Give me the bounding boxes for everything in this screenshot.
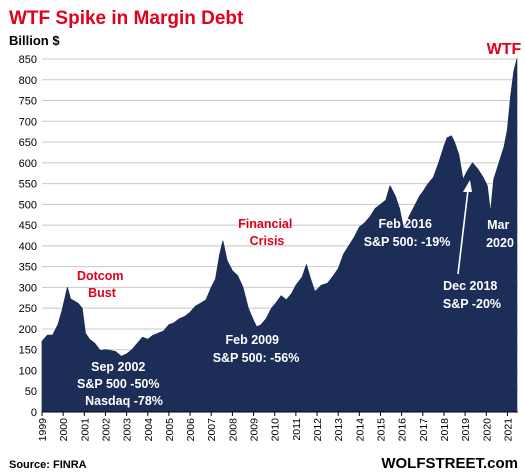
y-tick-label: 700 — [19, 116, 37, 128]
annotation-sep2002-line-3: Nasdaq -78% — [85, 394, 163, 408]
chart-title: WTF Spike in Margin Debt — [9, 8, 244, 29]
annotation-dotcom-line-2: Bust — [88, 286, 117, 300]
annotation-sep2002-line-2: S&P 500 -50% — [77, 377, 159, 391]
y-tick-label: 800 — [19, 75, 37, 87]
x-tick-label: 2014 — [354, 418, 366, 442]
annotation-crisis-line-1: Financial — [238, 217, 292, 231]
x-tick-label: 2016 — [397, 418, 409, 442]
annotation-sep-2002: Sep 2002 S&P 500 -50% Nasdaq -78% — [77, 360, 163, 408]
annotation-feb2016-line-1: Feb 2016 — [379, 217, 433, 231]
x-tick-label: 2018 — [439, 418, 451, 442]
y-tick-label: 100 — [19, 365, 37, 377]
x-tick-label: 2019 — [460, 418, 472, 442]
x-tick-label: 2010 — [270, 418, 282, 442]
annotation-feb2016-line-2: S&P 500: -19% — [364, 235, 451, 249]
x-tick-label: 2004 — [143, 418, 155, 442]
x-tick-label: 2008 — [227, 418, 239, 442]
annotation-dec-2018: Dec 2018 S&P -20% — [443, 279, 501, 311]
annotations: Dotcom Bust Financial Crisis Sep 2002 S&… — [77, 41, 522, 408]
y-axis-ticks: 0 50 100 150 200 250 300 350 400 450 500 550 600 650 7… — [19, 54, 37, 419]
y-tick-label: 0 — [31, 407, 37, 419]
x-tick-label: 2005 — [164, 418, 176, 442]
annotation-dotcom-bust: Dotcom Bust — [77, 269, 127, 300]
brand-label: WOLFSTREET.com — [381, 455, 518, 472]
y-tick-label: 850 — [19, 54, 37, 66]
annotation-arrow-head — [463, 180, 472, 192]
annotation-arrow-line — [457, 189, 469, 275]
y-tick-label: 500 — [19, 199, 37, 211]
annotation-dotcom-line-1: Dotcom — [77, 269, 124, 283]
margin-debt-area — [41, 58, 518, 413]
y-tick-label: 350 — [19, 262, 37, 274]
annotation-dec2018-line-2: S&P -20% — [443, 297, 501, 311]
annotation-dec2018-line-1: Dec 2018 — [443, 279, 497, 293]
annotation-feb-2016: Feb 2016 S&P 500: -19% — [364, 217, 451, 249]
x-axis-ticks: 1999 2000 2001 2002 2003 2004 2005 2006 2007 2008… — [37, 411, 518, 442]
y-tick-label: 400 — [19, 241, 37, 253]
x-tick-label: 2021 — [502, 418, 514, 442]
x-tick-label: 2007 — [206, 418, 218, 442]
x-tick-label: 2013 — [333, 418, 345, 442]
x-tick-label: 2002 — [100, 418, 112, 442]
y-tick-label: 150 — [19, 345, 37, 357]
x-tick-label: 2003 — [122, 418, 134, 442]
annotation-feb2009-line-1: Feb 2009 — [226, 333, 280, 347]
y-tick-label: 750 — [19, 96, 37, 108]
y-tick-label: 600 — [19, 158, 37, 170]
y-tick-label: 450 — [19, 220, 37, 232]
annotation-mar-2020: Mar 2020 — [486, 218, 514, 250]
y-tick-label: 50 — [25, 386, 37, 398]
x-tick-label: 2001 — [79, 418, 91, 442]
annotation-financial-crisis: Financial Crisis — [238, 217, 296, 248]
source-label: Source: FINRA — [9, 459, 87, 471]
y-tick-label: 650 — [19, 137, 37, 149]
annotation-wtf: WTF — [487, 41, 522, 58]
x-tick-label: 1999 — [37, 418, 49, 442]
annotation-crisis-line-2: Crisis — [250, 234, 285, 248]
x-tick-label: 2009 — [249, 418, 261, 442]
y-axis-unit-label: Billion $ — [9, 33, 60, 48]
x-tick-label: 2015 — [375, 418, 387, 442]
y-tick-label: 200 — [19, 324, 37, 336]
x-tick-label: 2017 — [418, 418, 430, 442]
y-tick-label: 300 — [19, 282, 37, 294]
y-tick-label: 250 — [19, 303, 37, 315]
plot-area — [41, 58, 518, 413]
annotation-sep2002-line-1: Sep 2002 — [91, 360, 145, 374]
annotation-mar2020-line-1: Mar — [487, 218, 509, 232]
annotation-feb2009-line-2: S&P 500: -56% — [213, 351, 300, 365]
x-tick-label: 2012 — [312, 418, 324, 442]
y-tick-label: 550 — [19, 179, 37, 191]
x-tick-label: 2020 — [481, 418, 493, 442]
x-tick-label: 2000 — [58, 418, 70, 442]
x-tick-label: 2011 — [291, 418, 303, 441]
annotation-mar2020-line-2: 2020 — [486, 236, 514, 250]
annotation-feb-2009: Feb 2009 S&P 500: -56% — [213, 333, 300, 365]
x-tick-label: 2006 — [185, 418, 197, 442]
